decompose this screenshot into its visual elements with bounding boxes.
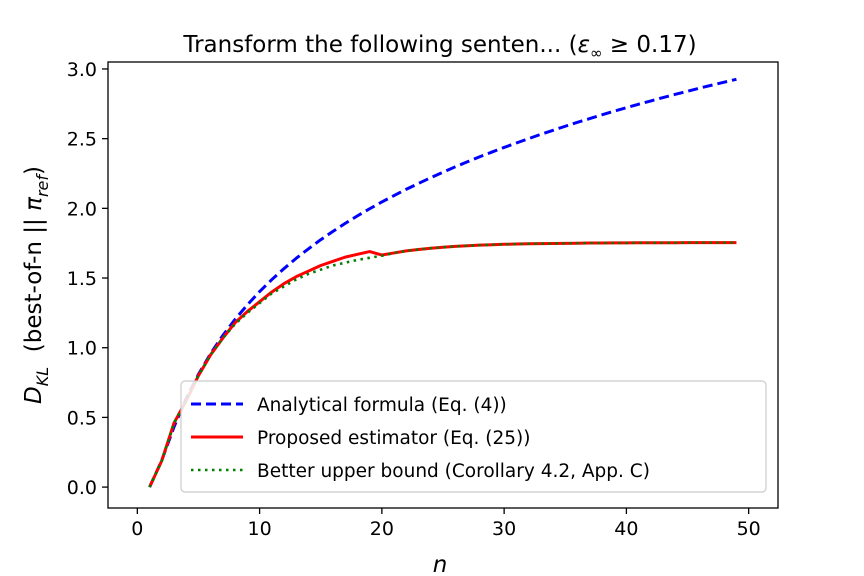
y-tick-label: 1.5: [67, 268, 97, 290]
y-tick-label: 2.0: [67, 198, 97, 220]
x-axis-label: n: [433, 552, 448, 576]
legend-label-1: Analytical formula (Eq. (4)): [257, 395, 507, 416]
y-tick-label: 1.0: [67, 338, 97, 360]
y-axis-label: DKL (best-of-n || πref): [21, 166, 52, 404]
y-tick-label: 3.0: [67, 59, 97, 81]
x-tick-label: 20: [370, 518, 394, 540]
legend: Analytical formula (Eq. (4)) Proposed est…: [180, 380, 767, 493]
plot-area: [107, 61, 779, 509]
y-tick-label: 2.5: [67, 129, 97, 151]
series-line-2: [148, 241, 737, 488]
y-tick-label: 0.5: [67, 407, 97, 429]
plot-frame: [107, 61, 779, 509]
x-tick-label: 40: [614, 518, 638, 540]
legend-label-2: Proposed estimator (Eq. (25)): [257, 428, 531, 449]
y-axis: 0.0 0.5 1.0 1.5 2.0 2.5 3.0: [67, 59, 108, 499]
legend-label-3: Better upper bound (Corollary 4.2, App. …: [257, 461, 650, 482]
chart-title: Transform the following senten... (ε∞ ≥ …: [182, 32, 696, 62]
x-tick-label: 10: [248, 518, 272, 540]
series-line-1: [148, 77, 737, 488]
x-tick-label: 0: [131, 518, 143, 540]
y-tick-label: 0.0: [67, 477, 97, 499]
x-tick-label: 50: [737, 518, 761, 540]
x-tick-label: 30: [492, 518, 516, 540]
legend-box: [180, 380, 767, 493]
x-axis: 0 10 20 30 40 50: [131, 508, 761, 540]
